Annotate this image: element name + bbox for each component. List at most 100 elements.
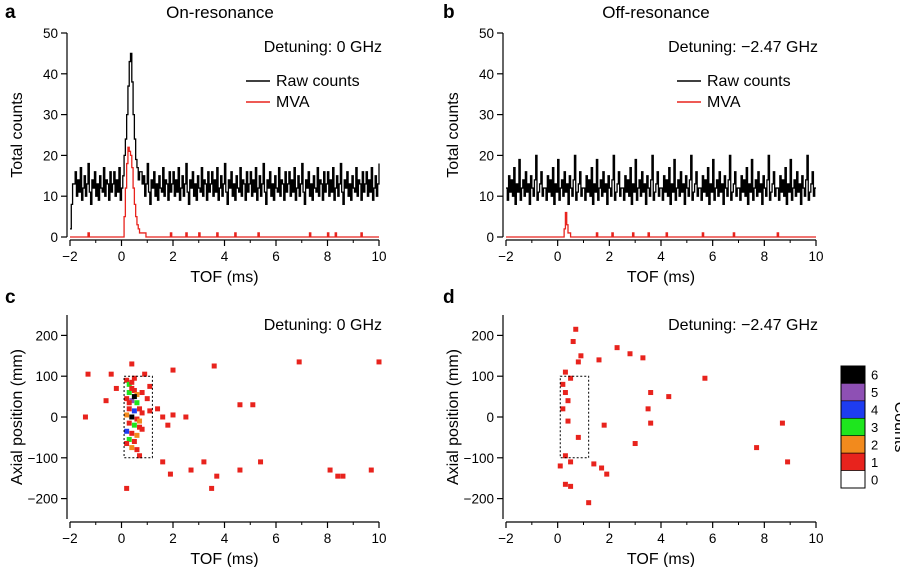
event-point [140, 410, 145, 415]
event-point [114, 386, 119, 391]
event-point [563, 482, 568, 487]
x-tick-label: 4 [221, 249, 229, 264]
event-point [201, 459, 206, 464]
event-point [109, 372, 114, 377]
event-point [571, 339, 576, 344]
colorbar-label: 5 [871, 385, 878, 400]
x-axis-label: TOF (ms) [627, 551, 695, 567]
event-point [134, 447, 139, 452]
panel-c: −2 0 2 4 6 8 10 −200 −100 0 100 200 TOF (ms) Axial po… [5, 287, 387, 567]
y-tick-label: 10 [43, 189, 58, 204]
panel-letter: b [443, 2, 455, 23]
x-axis-label: TOF (ms) [190, 269, 258, 286]
panel-d: −2 0 2 4 6 8 10−200−1000100200TOF (ms)Axial po… [443, 287, 824, 567]
y-tick-label: 0 [50, 410, 58, 425]
event-point [560, 382, 565, 387]
event-point [648, 390, 653, 395]
event-point [640, 355, 645, 360]
event-point [147, 384, 152, 389]
event-point [127, 421, 132, 426]
panel-title: On-resonance [166, 3, 274, 22]
event-point [134, 400, 139, 405]
y-tick-label: 10 [479, 189, 494, 204]
y-tick-label: 0 [486, 230, 494, 245]
event-point [132, 439, 137, 444]
panel-b: −2 0 2 4 6 8 1001020304050TOF (ms)Total counts… [443, 2, 824, 286]
mva-trace [506, 213, 816, 237]
y-tick-label: −200 [464, 492, 494, 507]
event-point [586, 500, 591, 505]
event-point [127, 400, 132, 405]
y-tick-label: 20 [43, 148, 58, 163]
event-point [566, 398, 571, 403]
y-axis-label: Total counts [445, 92, 462, 177]
event-point [132, 408, 137, 413]
legend-label-mva: MVA [276, 94, 310, 111]
event-point [633, 441, 638, 446]
panel-letter: d [443, 287, 455, 308]
event-point [602, 423, 607, 428]
event-point [189, 468, 194, 473]
y-tick-label: 0 [486, 410, 494, 425]
x-tick-label: 6 [272, 531, 280, 546]
x-tick-label: 8 [761, 249, 769, 264]
x-tick-label: 6 [709, 249, 717, 264]
event-point [171, 368, 176, 373]
event-point [155, 406, 160, 411]
x-axis-label: TOF (ms) [627, 269, 695, 286]
event-point [560, 406, 565, 411]
y-tick-label: 50 [43, 26, 58, 41]
roi-box [560, 376, 588, 458]
colorbar-label: 2 [871, 437, 878, 452]
x-tick-label: −2 [62, 249, 77, 264]
colorbar-swatch [841, 436, 865, 453]
event-point [129, 415, 134, 420]
event-point [129, 386, 134, 391]
y-tick-label: 100 [471, 369, 494, 384]
x-tick-label: 10 [808, 531, 823, 546]
event-point [145, 396, 150, 401]
event-point [171, 412, 176, 417]
raw-counts-trace [506, 155, 816, 204]
colorbar-label: 6 [871, 368, 878, 383]
colorbar-label: 0 [871, 472, 878, 487]
event-point [137, 419, 142, 424]
x-tick-label: 10 [371, 531, 386, 546]
colorbar-swatch [841, 471, 865, 488]
colorbar-swatch [841, 418, 865, 435]
x-tick-label: 0 [554, 531, 562, 546]
colorbar-label: 3 [871, 420, 878, 435]
detuning-annotation: Detuning: −2.47 GHz [668, 317, 818, 334]
x-tick-label: 10 [808, 249, 823, 264]
colorbar-swatch [841, 401, 865, 418]
event-point [214, 474, 219, 479]
y-tick-label: 40 [479, 67, 494, 82]
legend-label-raw: Raw counts [707, 73, 791, 90]
event-point [578, 353, 583, 358]
y-axis-label: Total counts [9, 92, 26, 177]
event-point [104, 398, 109, 403]
event-point [237, 402, 242, 407]
event-point [628, 351, 633, 356]
x-tick-label: −2 [498, 249, 513, 264]
y-tick-label: −100 [28, 451, 58, 466]
panel-title: Off-resonance [602, 3, 709, 22]
event-point [335, 474, 340, 479]
legend-label-mva: MVA [707, 94, 741, 111]
event-point [369, 468, 374, 473]
event-point [563, 390, 568, 395]
event-point [83, 415, 88, 420]
event-point [576, 359, 581, 364]
event-point [86, 372, 91, 377]
x-tick-label: 0 [118, 531, 126, 546]
y-tick-label: 30 [479, 108, 494, 123]
event-point [147, 408, 152, 413]
y-tick-label: 200 [471, 328, 494, 343]
panel-a: −2 0 2 4 6 8 1001020304050TOF (ms)Total counts… [5, 2, 387, 286]
event-point [646, 406, 651, 411]
event-point [297, 359, 302, 364]
event-point [785, 459, 790, 464]
x-tick-label: 8 [324, 531, 332, 546]
y-tick-label: 100 [35, 369, 58, 384]
x-tick-label: 10 [371, 249, 386, 264]
